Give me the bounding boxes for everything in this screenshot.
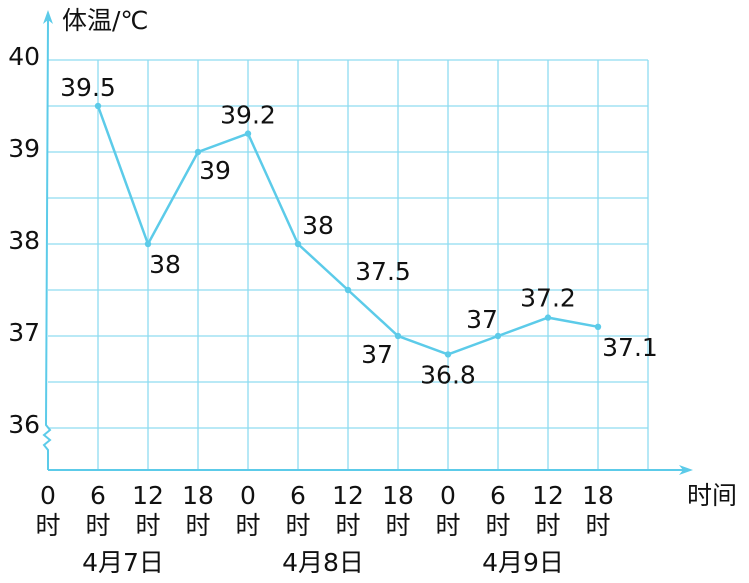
data-point xyxy=(194,148,202,156)
x-axis-title: 时间 xyxy=(687,481,737,510)
x-tick-label: 6 xyxy=(490,481,506,510)
data-label: 38 xyxy=(149,250,181,279)
x-tick-label: 0 xyxy=(440,481,456,510)
y-tick-label: 39 xyxy=(8,134,40,163)
x-tick-unit: 时 xyxy=(585,511,610,540)
x-group-label: 4月8日 xyxy=(282,548,364,577)
x-tick-label: 18 xyxy=(582,481,614,510)
x-tick-label: 0 xyxy=(240,481,256,510)
x-group-label: 4月7日 xyxy=(82,548,164,577)
y-axis xyxy=(42,19,52,470)
x-tick-unit: 时 xyxy=(185,511,210,540)
x-tick-label: 6 xyxy=(290,481,306,510)
y-axis-title: 体温/℃ xyxy=(62,6,149,35)
data-point xyxy=(494,332,502,340)
x-tick-unit: 时 xyxy=(135,511,160,540)
y-tick-label: 36 xyxy=(8,410,40,439)
data-point xyxy=(244,130,252,137)
x-tick-unit: 时 xyxy=(535,511,560,540)
y-axis-arrow xyxy=(43,10,53,24)
x-tick-label: 12 xyxy=(132,481,164,510)
y-tick-label: 38 xyxy=(8,226,40,255)
data-point xyxy=(294,240,302,248)
x-tick-label: 0 xyxy=(40,481,56,510)
x-axis-arrow xyxy=(679,465,693,475)
data-label: 37.2 xyxy=(520,284,576,313)
data-label: 37 xyxy=(466,305,498,334)
data-label: 37.5 xyxy=(355,257,411,286)
data-point xyxy=(344,286,352,294)
data-label: 39 xyxy=(199,156,231,185)
data-point xyxy=(394,332,402,340)
x-tick-unit: 时 xyxy=(285,511,310,540)
x-tick-unit: 时 xyxy=(85,511,110,540)
x-group-label: 4月9日 xyxy=(482,548,564,577)
x-tick-unit: 时 xyxy=(435,511,460,540)
data-point xyxy=(144,240,152,248)
data-point xyxy=(594,323,602,330)
data-point xyxy=(444,351,452,358)
x-tick-label: 18 xyxy=(382,481,414,510)
data-point xyxy=(94,102,102,110)
x-tick-label: 12 xyxy=(332,481,364,510)
data-label: 36.8 xyxy=(420,360,476,389)
x-tick-label: 6 xyxy=(90,481,106,510)
x-tick-unit: 时 xyxy=(385,511,410,540)
x-tick-unit: 时 xyxy=(485,511,510,540)
x-tick-unit: 时 xyxy=(235,511,260,540)
data-label: 37 xyxy=(361,340,393,369)
data-label: 37.1 xyxy=(602,333,658,362)
y-tick-label: 37 xyxy=(8,318,40,347)
x-tick-label: 18 xyxy=(182,481,214,510)
data-label: 39.5 xyxy=(60,73,116,102)
data-label: 38 xyxy=(302,211,334,240)
data-point xyxy=(544,314,552,321)
x-tick-unit: 时 xyxy=(335,511,360,540)
x-tick-unit: 时 xyxy=(35,511,60,540)
y-tick-label: 40 xyxy=(8,42,40,71)
data-label: 39.2 xyxy=(220,101,276,130)
x-tick-label: 12 xyxy=(532,481,564,510)
